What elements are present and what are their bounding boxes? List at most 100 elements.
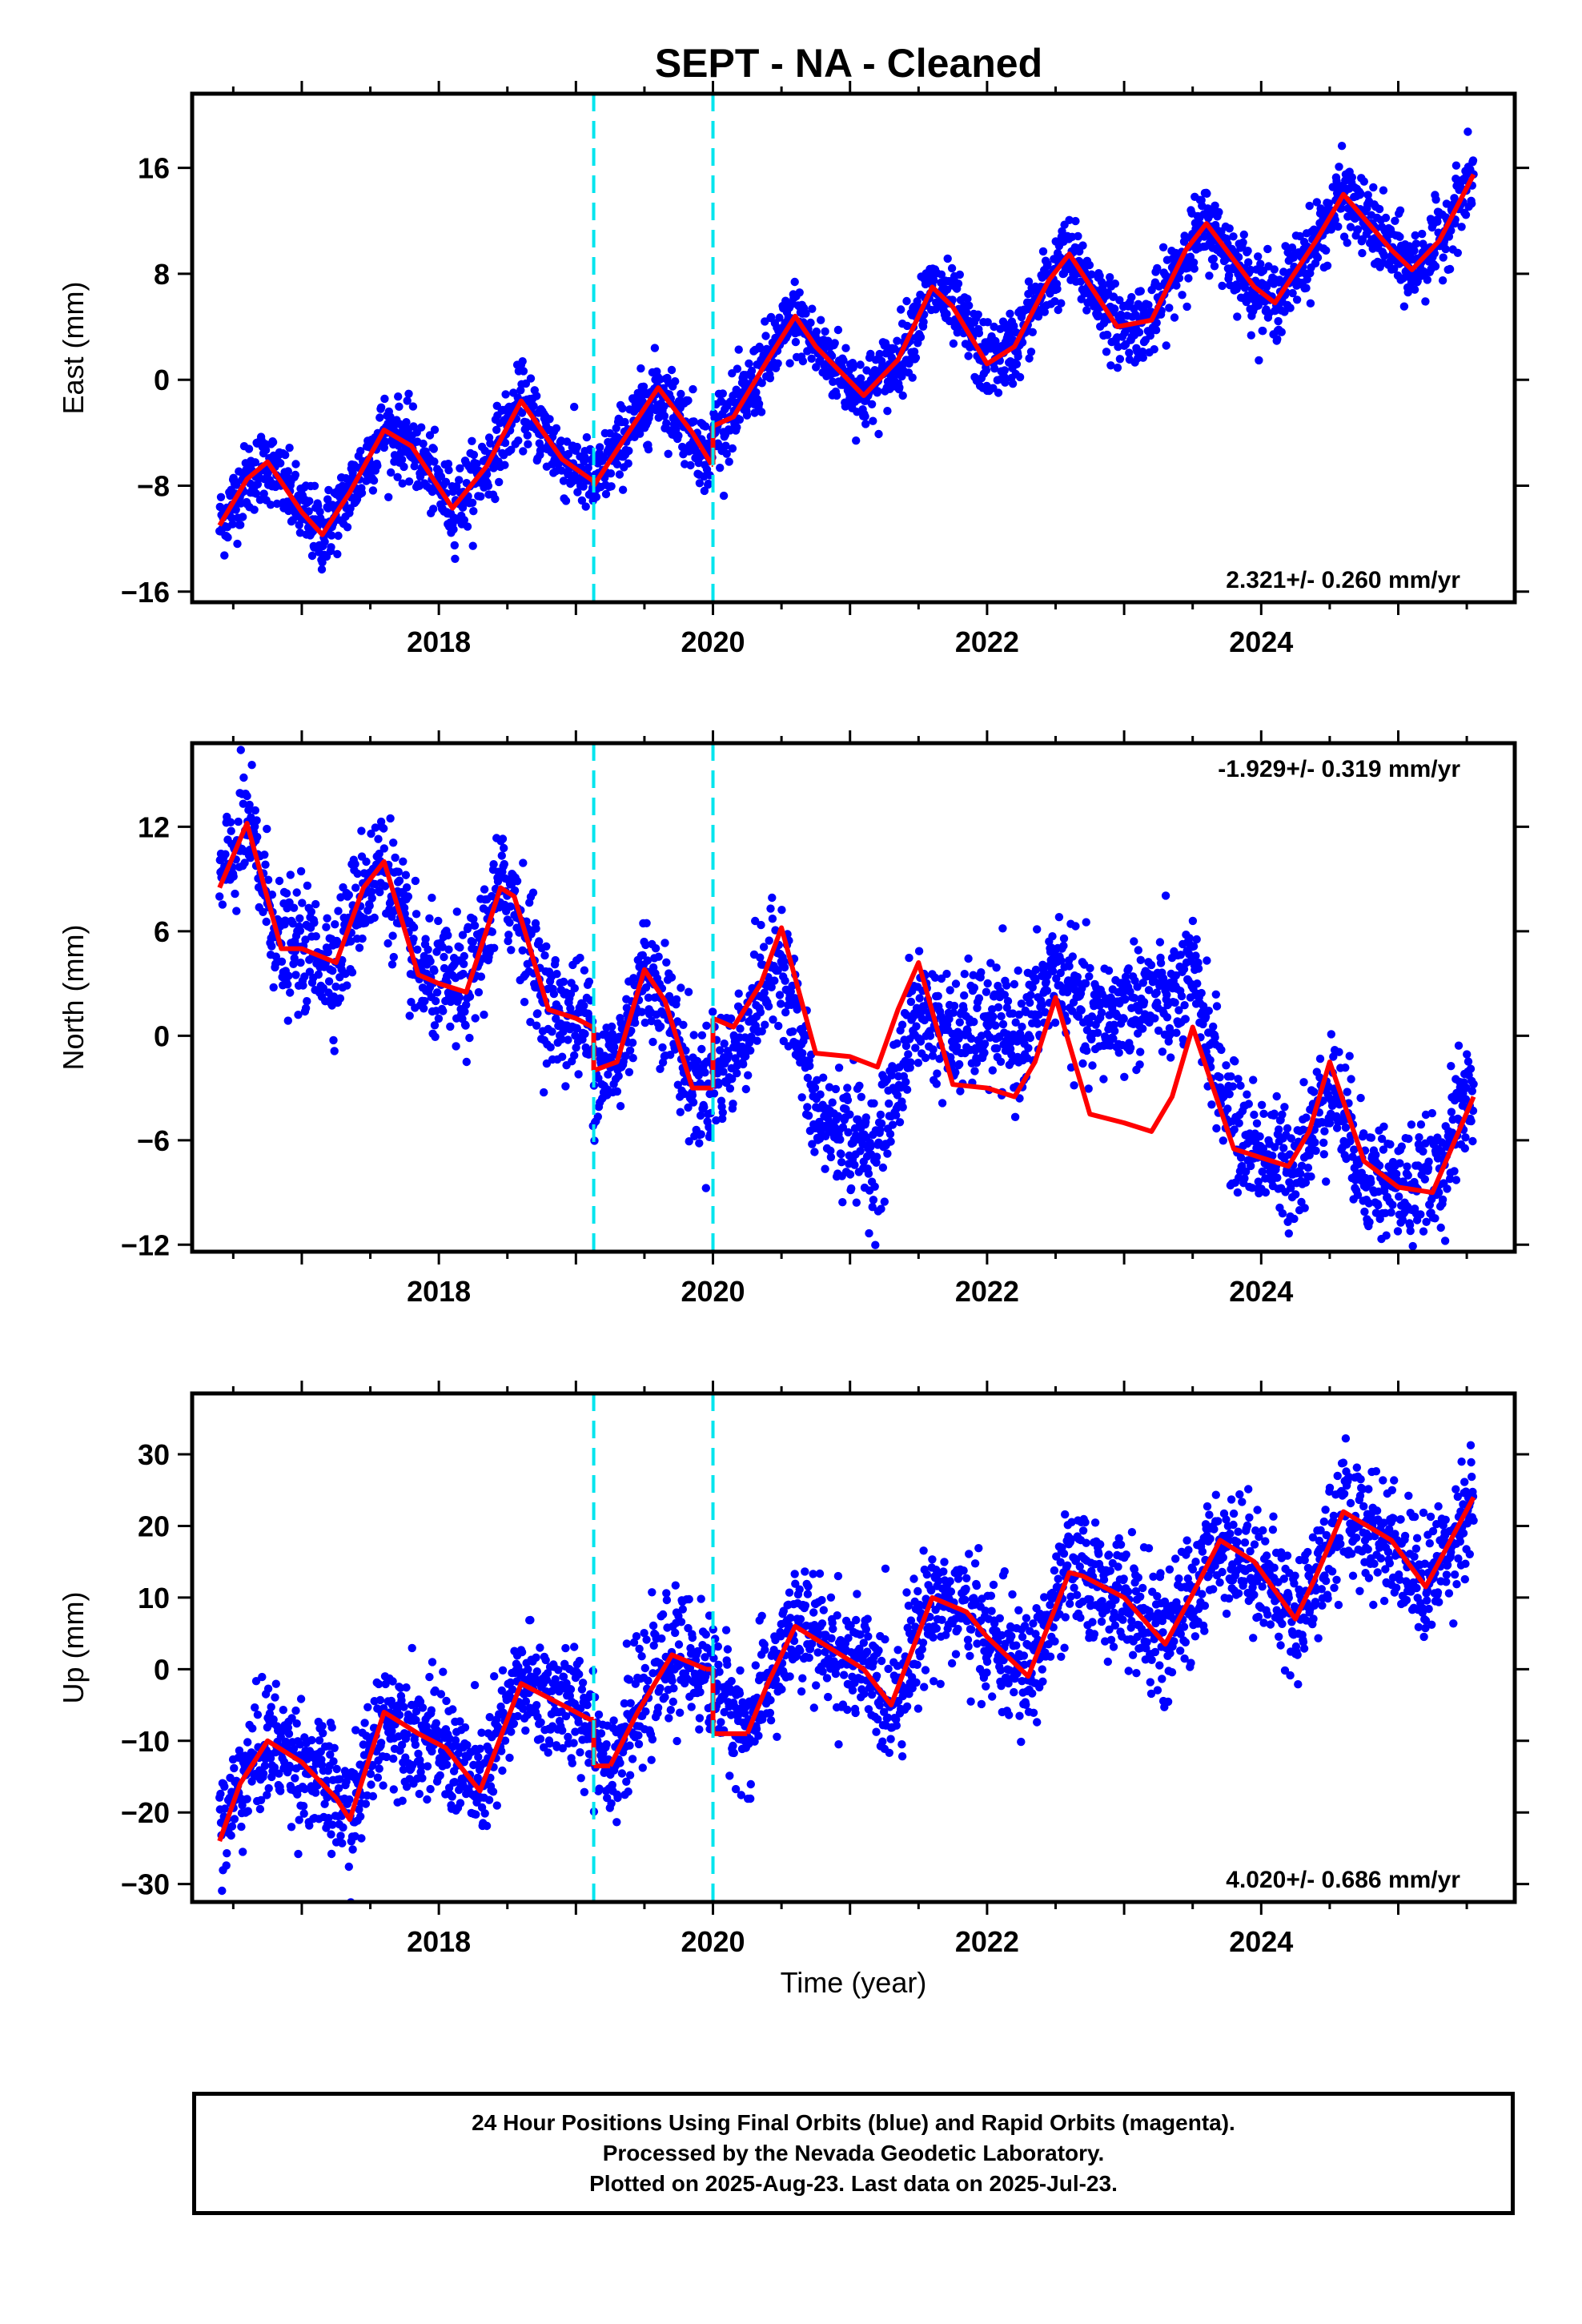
data-point [998, 924, 1007, 933]
data-point [262, 917, 271, 927]
data-point [220, 551, 229, 560]
data-point [367, 829, 375, 838]
y-tick-label: 8 [154, 258, 170, 291]
data-point [1322, 246, 1331, 255]
data-point [1098, 283, 1107, 292]
data-point [1085, 260, 1094, 270]
data-point [573, 488, 582, 497]
data-point [865, 1228, 873, 1238]
data-point [660, 402, 669, 411]
data-point [642, 919, 651, 928]
data-point [1410, 285, 1419, 294]
data-point [607, 482, 616, 491]
data-point [671, 377, 680, 386]
data-point [599, 454, 608, 463]
data-point [1271, 1143, 1279, 1152]
data-point [700, 1103, 709, 1112]
data-point [965, 301, 974, 310]
data-point [429, 444, 438, 453]
data-point [704, 479, 713, 489]
data-point [1315, 1073, 1324, 1082]
data-point [310, 919, 319, 927]
data-point [1052, 974, 1061, 983]
data-point [781, 976, 789, 985]
data-point [739, 1059, 748, 1069]
data-point [618, 404, 627, 413]
data-point [379, 844, 388, 853]
data-point [878, 1163, 888, 1172]
data-point [552, 970, 561, 979]
data-point [1233, 312, 1242, 321]
data-point [947, 263, 957, 273]
data-point [1431, 262, 1440, 271]
data-point [276, 459, 285, 468]
data-point [402, 418, 411, 427]
data-point [1303, 1164, 1313, 1172]
data-point [1228, 1082, 1238, 1091]
data-point [1212, 1124, 1221, 1133]
data-point [1184, 950, 1194, 959]
data-point [1050, 1018, 1060, 1027]
data-point [930, 275, 938, 285]
data-point [735, 415, 745, 424]
data-point [888, 1120, 897, 1129]
data-point [397, 455, 407, 464]
data-point [275, 876, 284, 886]
data-point [1014, 352, 1022, 361]
data-point [1058, 227, 1066, 235]
data-point [1258, 1167, 1267, 1176]
data-point [1461, 211, 1471, 219]
data-point [357, 489, 367, 497]
data-point [877, 1204, 885, 1213]
data-point [712, 1116, 721, 1125]
data-point [974, 994, 984, 1003]
data-point [773, 359, 782, 368]
data-point [236, 746, 245, 754]
data-point [614, 1072, 623, 1080]
east-points [215, 127, 1478, 574]
data-point [1255, 356, 1263, 365]
data-point [720, 1039, 729, 1048]
data-point [1231, 1057, 1239, 1066]
data-point [250, 505, 259, 514]
data-point [430, 457, 439, 466]
data-point [456, 464, 464, 472]
data-point [460, 959, 468, 969]
data-point [1031, 976, 1040, 985]
data-point [856, 1147, 865, 1156]
data-point [231, 889, 239, 899]
data-point [495, 477, 504, 487]
data-point [1179, 964, 1189, 974]
data-point [810, 1084, 820, 1092]
data-point [1229, 232, 1238, 241]
data-point [521, 424, 530, 433]
data-point [955, 270, 965, 279]
data-point [333, 938, 342, 947]
data-point [561, 1082, 570, 1091]
data-point [1008, 1009, 1018, 1018]
data-point [322, 923, 331, 931]
data-point [438, 943, 447, 951]
data-point [336, 893, 345, 902]
data-point [1184, 274, 1193, 283]
y-tick-label: 16 [138, 152, 170, 185]
data-point [386, 814, 395, 823]
data-point [449, 525, 458, 534]
data-point [368, 486, 378, 495]
data-point [253, 832, 262, 842]
data-point [662, 419, 671, 428]
data-point [751, 916, 760, 926]
data-point [1334, 222, 1343, 231]
data-point [1297, 1161, 1307, 1171]
data-point [901, 1041, 911, 1051]
data-point [1176, 951, 1186, 959]
data-point [988, 1066, 998, 1075]
data-point [393, 472, 402, 481]
data-point [286, 870, 295, 879]
data-point [1375, 204, 1384, 214]
data-point [229, 872, 238, 881]
data-point [376, 403, 386, 412]
data-point [460, 1007, 469, 1016]
data-point [765, 374, 775, 383]
data-point [335, 994, 345, 1003]
